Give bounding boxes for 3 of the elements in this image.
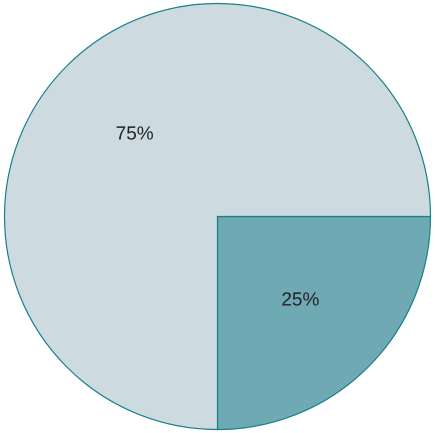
data-label: 25% (281, 289, 320, 310)
pie-slice (4, 3, 432, 430)
data-label: 75% (116, 124, 154, 145)
